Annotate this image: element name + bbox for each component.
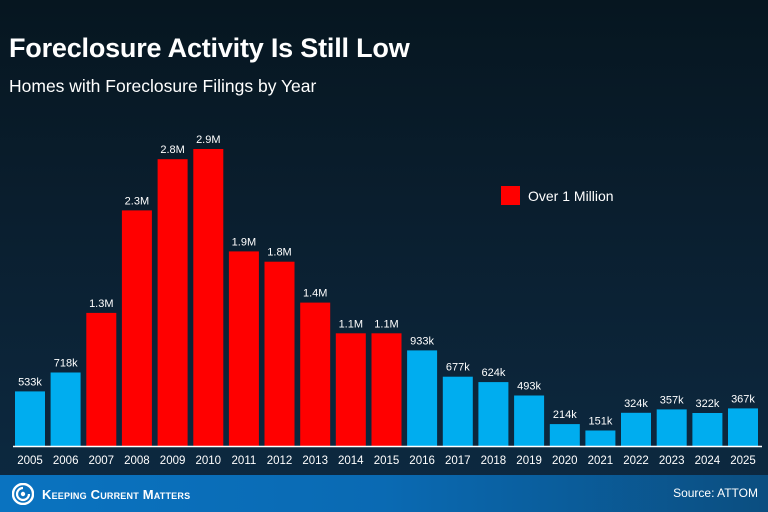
data-label-2024: 322k <box>695 398 719 410</box>
bar-2007 <box>86 312 117 446</box>
chart-subtitle: Homes with Foreclosure Filings by Year <box>9 76 317 96</box>
data-label-2020: 214k <box>553 409 577 421</box>
data-label-2005: 533k <box>18 376 42 388</box>
legend-label: Over 1 Million <box>528 187 614 204</box>
x-tick-label-2025: 2025 <box>730 455 756 467</box>
x-tick-label-2015: 2015 <box>374 455 400 467</box>
data-label-2022: 324k <box>624 398 648 410</box>
data-label-2015: 1.1M <box>374 318 398 330</box>
data-label-2012: 1.8M <box>267 247 291 259</box>
bar-2023 <box>656 409 687 446</box>
data-label-2009: 2.8M <box>160 144 184 156</box>
source-credit: Source: ATTOM <box>673 486 758 500</box>
brand-logo: Keeping Current Matters <box>12 483 190 505</box>
x-tick-label-2022: 2022 <box>623 455 649 467</box>
bar-2024 <box>692 413 723 446</box>
x-tick-label-2009: 2009 <box>160 455 186 467</box>
data-label-2013: 1.4M <box>303 288 327 300</box>
x-tick-label-2005: 2005 <box>17 455 43 467</box>
bar-2011 <box>228 251 259 446</box>
bar-2014 <box>335 333 366 446</box>
x-tick-label-2020: 2020 <box>552 455 578 467</box>
data-label-2023: 357k <box>660 394 684 406</box>
bar-chart: 533k 2005 718k 2006 1.3M 2007 2.3M 2008 2.8M 2009… <box>15 134 758 467</box>
x-tick-label-2012: 2012 <box>267 455 293 467</box>
data-label-2016: 933k <box>410 335 434 347</box>
bar-2008 <box>121 210 152 446</box>
bar-2022 <box>621 412 651 446</box>
bar-2013 <box>300 302 331 446</box>
data-label-2008: 2.3M <box>125 195 149 207</box>
bar-2006 <box>50 372 81 446</box>
chart-title: Foreclosure Activity Is Still Low <box>9 33 410 63</box>
data-label-2011: 1.9M <box>232 236 256 248</box>
swirl-logo-icon <box>12 483 34 505</box>
bar-2020 <box>549 424 580 446</box>
x-tick-label-2006: 2006 <box>53 455 79 467</box>
bar-2021 <box>585 430 616 446</box>
bar-2025 <box>728 408 758 446</box>
legend: Over 1 Million <box>501 186 614 205</box>
x-tick-label-2023: 2023 <box>659 455 685 467</box>
data-label-2019: 493k <box>517 381 541 393</box>
x-tick-label-2010: 2010 <box>196 455 222 467</box>
x-tick-label-2016: 2016 <box>409 455 435 467</box>
data-label-2021: 151k <box>588 416 612 428</box>
bar-2016 <box>407 350 438 446</box>
data-label-2007: 1.3M <box>89 298 113 310</box>
bar-2015 <box>371 333 402 446</box>
data-label-2006: 718k <box>54 358 78 370</box>
brand-name: Keeping Current Matters <box>42 486 191 502</box>
x-tick-label-2019: 2019 <box>516 455 542 467</box>
footer-bar: Keeping Current Matters Source: ATTOM <box>0 475 768 512</box>
x-tick-label-2018: 2018 <box>481 455 507 467</box>
x-tick-label-2021: 2021 <box>588 455 614 467</box>
data-label-2018: 624k <box>481 367 505 379</box>
x-tick-label-2008: 2008 <box>124 455 150 467</box>
x-tick-label-2013: 2013 <box>302 455 328 467</box>
bar-2019 <box>514 395 545 446</box>
bar-2017 <box>442 376 473 446</box>
bar-2012 <box>264 261 295 446</box>
x-tick-label-2024: 2024 <box>695 455 721 467</box>
bar-2009 <box>157 159 188 446</box>
data-label-2010: 2.9M <box>196 134 220 146</box>
x-tick-label-2017: 2017 <box>445 455 471 467</box>
x-tick-label-2007: 2007 <box>89 455 115 467</box>
bar-2010 <box>193 149 224 446</box>
data-label-2025: 367k <box>731 393 755 405</box>
data-label-2017: 677k <box>446 362 470 374</box>
x-tick-label-2014: 2014 <box>338 455 364 467</box>
x-tick-label-2011: 2011 <box>232 455 257 467</box>
data-label-2014: 1.1M <box>339 318 363 330</box>
legend-swatch-over-million <box>501 186 520 205</box>
bar-2018 <box>478 382 509 446</box>
bar-2005 <box>15 391 45 446</box>
